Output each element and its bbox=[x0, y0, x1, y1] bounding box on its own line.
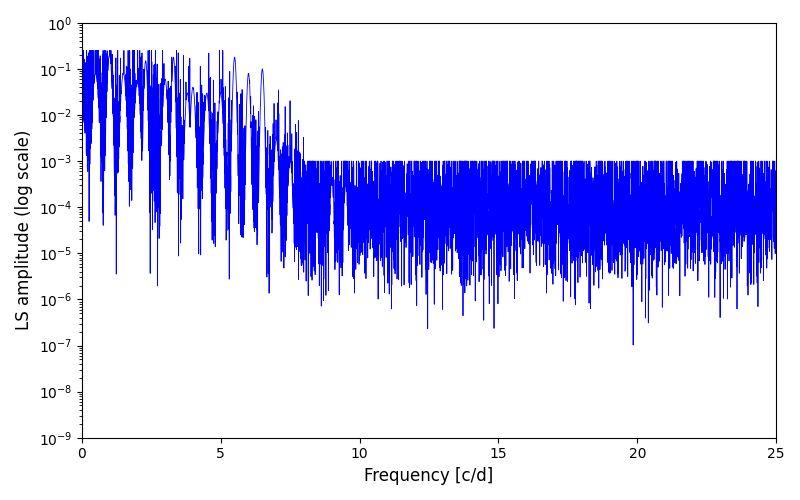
X-axis label: Frequency [c/d]: Frequency [c/d] bbox=[364, 467, 494, 485]
Y-axis label: LS amplitude (log scale): LS amplitude (log scale) bbox=[15, 130, 33, 330]
